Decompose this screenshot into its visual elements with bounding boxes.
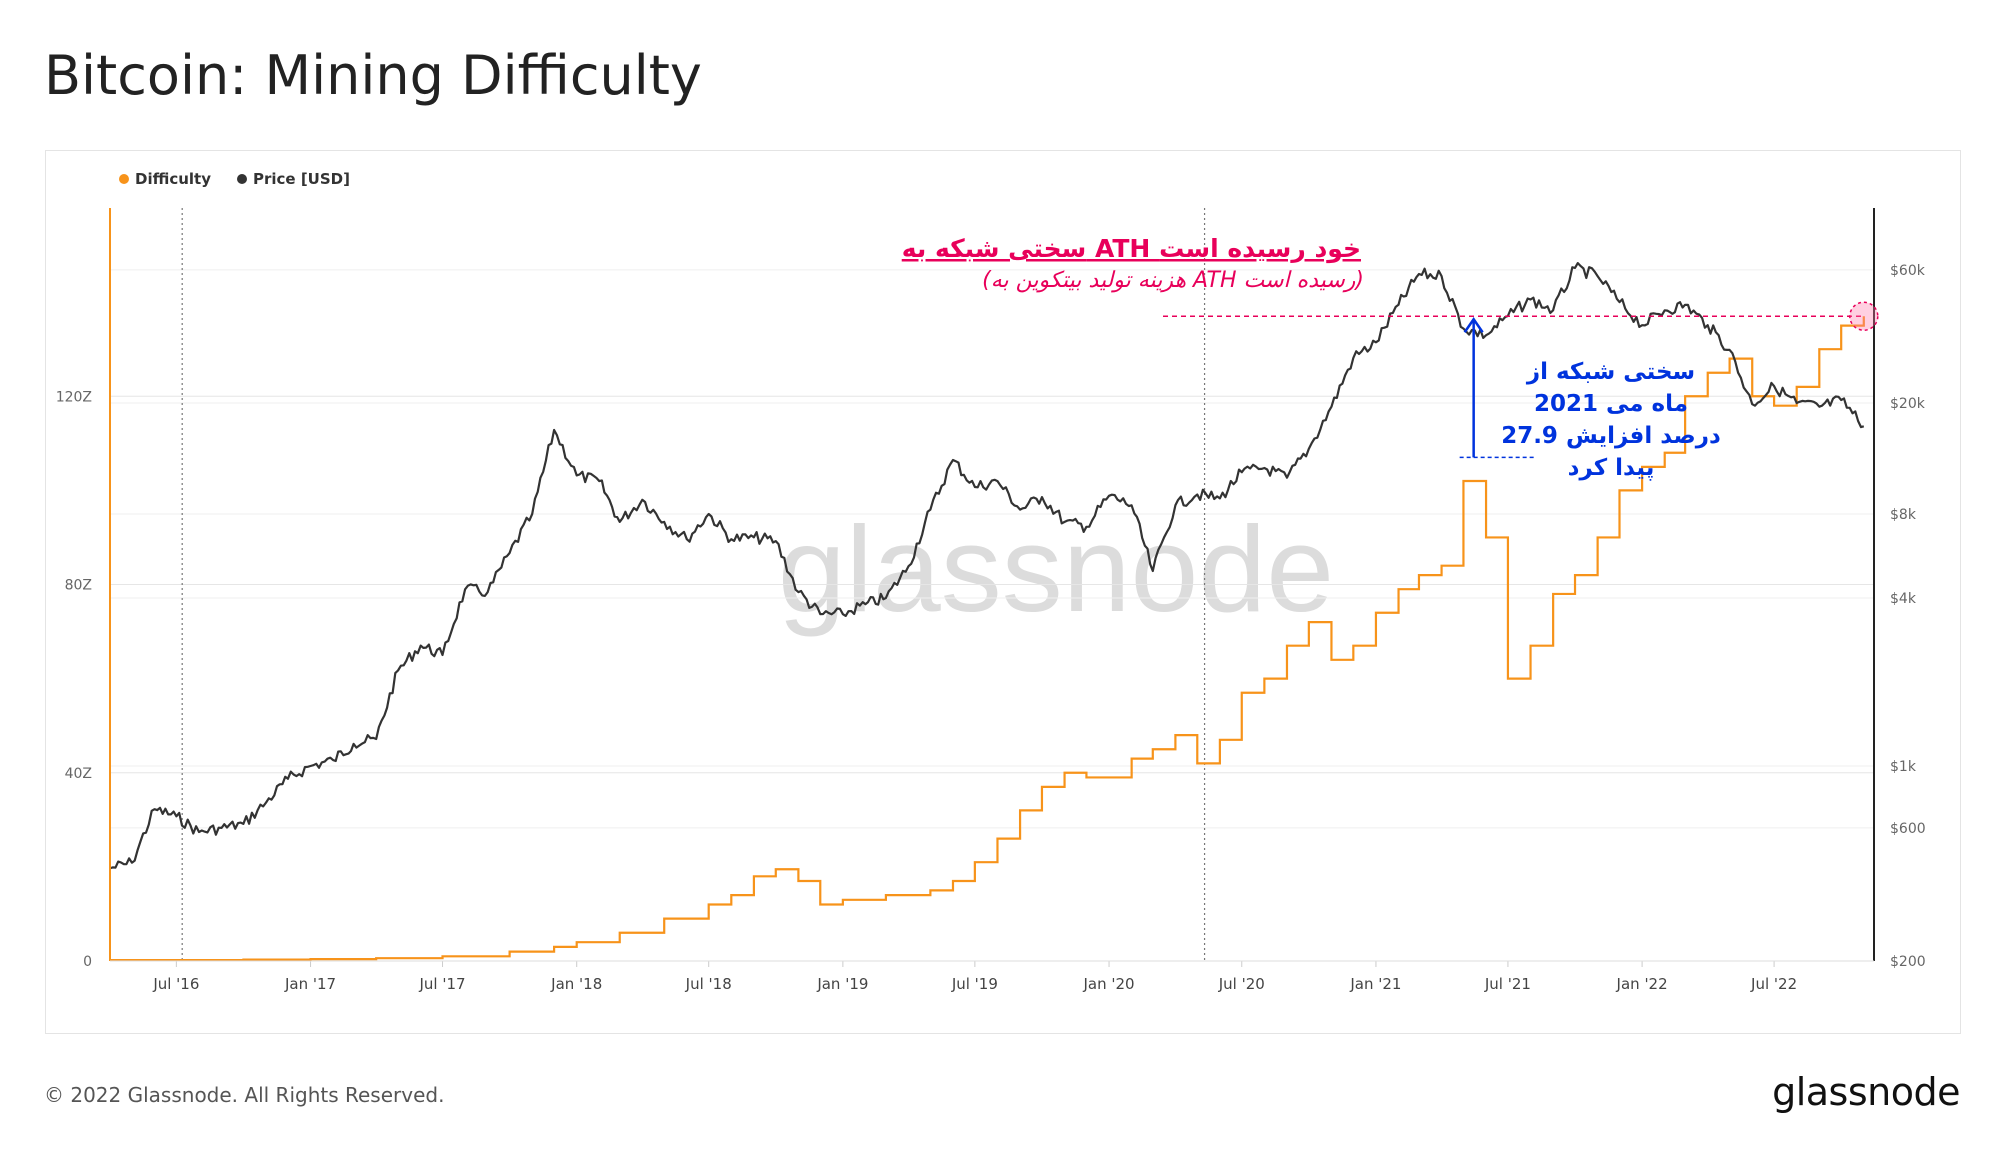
legend-dot-price <box>237 174 247 184</box>
x-tick-label: Jan '22 <box>1616 975 1668 993</box>
footer-logo: glassnode <box>1772 1070 1960 1114</box>
x-tick-label: Jul '21 <box>1484 975 1531 993</box>
x-tick-label: Jan '19 <box>816 975 868 993</box>
x-tick-label: Jan '20 <box>1082 975 1134 993</box>
y-right-tick-label: $60k <box>1890 263 1926 279</box>
y-right-tick-label: $4k <box>1890 591 1917 607</box>
legend-label-price: Price [USD] <box>253 170 350 188</box>
x-tick-label: Jul '19 <box>951 975 998 993</box>
x-tick-label: Jul '16 <box>152 975 199 993</box>
increase-note-line-1: سختی شبکه از <box>1526 359 1695 385</box>
y-right-tick-label: $600 <box>1890 821 1926 837</box>
increase-note-line-4: پیدا کرد <box>1568 455 1655 481</box>
y-left-tick-label: 0 <box>83 954 92 970</box>
chart-frame: glassnode Difficulty Price [USD] 0 40Z 80Z… <box>45 150 1961 1034</box>
ath-subline: (هزینه تولید بیتکوین به ATH رسیده است) <box>982 268 1364 293</box>
legend-label-difficulty: Difficulty <box>135 170 211 188</box>
legend-dot-difficulty <box>119 174 129 184</box>
difficulty-line <box>110 316 1865 962</box>
y-left-tick-label: 80Z <box>65 578 92 594</box>
gridlines <box>110 208 1874 962</box>
y-right-tick-label: $20k <box>1890 396 1926 412</box>
y-right-tick-label: $200 <box>1890 954 1926 970</box>
x-tick-label: Jan '17 <box>284 975 336 993</box>
increase-arrow-head <box>1463 317 1484 333</box>
y-left-tick-label: 40Z <box>65 766 92 782</box>
x-tick-label: Jul '20 <box>1218 975 1265 993</box>
x-tick-label: Jan '21 <box>1349 975 1401 993</box>
x-tick-label: Jul '22 <box>1750 975 1797 993</box>
mining-difficulty-chart: glassnode Difficulty Price [USD] 0 40Z 80Z… <box>56 170 1926 993</box>
ath-highlight-circle <box>1849 301 1879 331</box>
x-tick-label: Jul '18 <box>685 975 732 993</box>
x-tick-label: Jan '18 <box>550 975 602 993</box>
y-right-tick-label: $1k <box>1890 759 1917 775</box>
y-right-tick-label: $8k <box>1890 507 1917 523</box>
axes: 0 40Z 80Z 120Z $200 $600 $1k $4k $8k $20k $60k Jul … <box>56 208 1926 993</box>
increase-note-line-3: 27.9 درصد افزایش <box>1501 423 1721 449</box>
series-layer <box>109 262 1865 962</box>
footer-copyright: © 2022 Glassnode. All Rights Reserved. <box>44 1083 445 1107</box>
annotations: سختی شبکه به ATH خود رسیده است (هزینه تو… <box>902 234 1879 481</box>
ath-headline: سختی شبکه به ATH خود رسیده است <box>902 234 1361 264</box>
watermark: glassnode <box>778 501 1334 637</box>
price-line <box>109 262 1865 870</box>
x-tick-label: Jul '17 <box>418 975 465 993</box>
legend: Difficulty Price [USD] <box>119 170 350 188</box>
increase-note-line-2: ماه می 2021 <box>1534 391 1688 417</box>
page-title: Bitcoin: Mining Difficulty <box>44 44 702 107</box>
y-left-tick-label: 120Z <box>56 389 92 405</box>
